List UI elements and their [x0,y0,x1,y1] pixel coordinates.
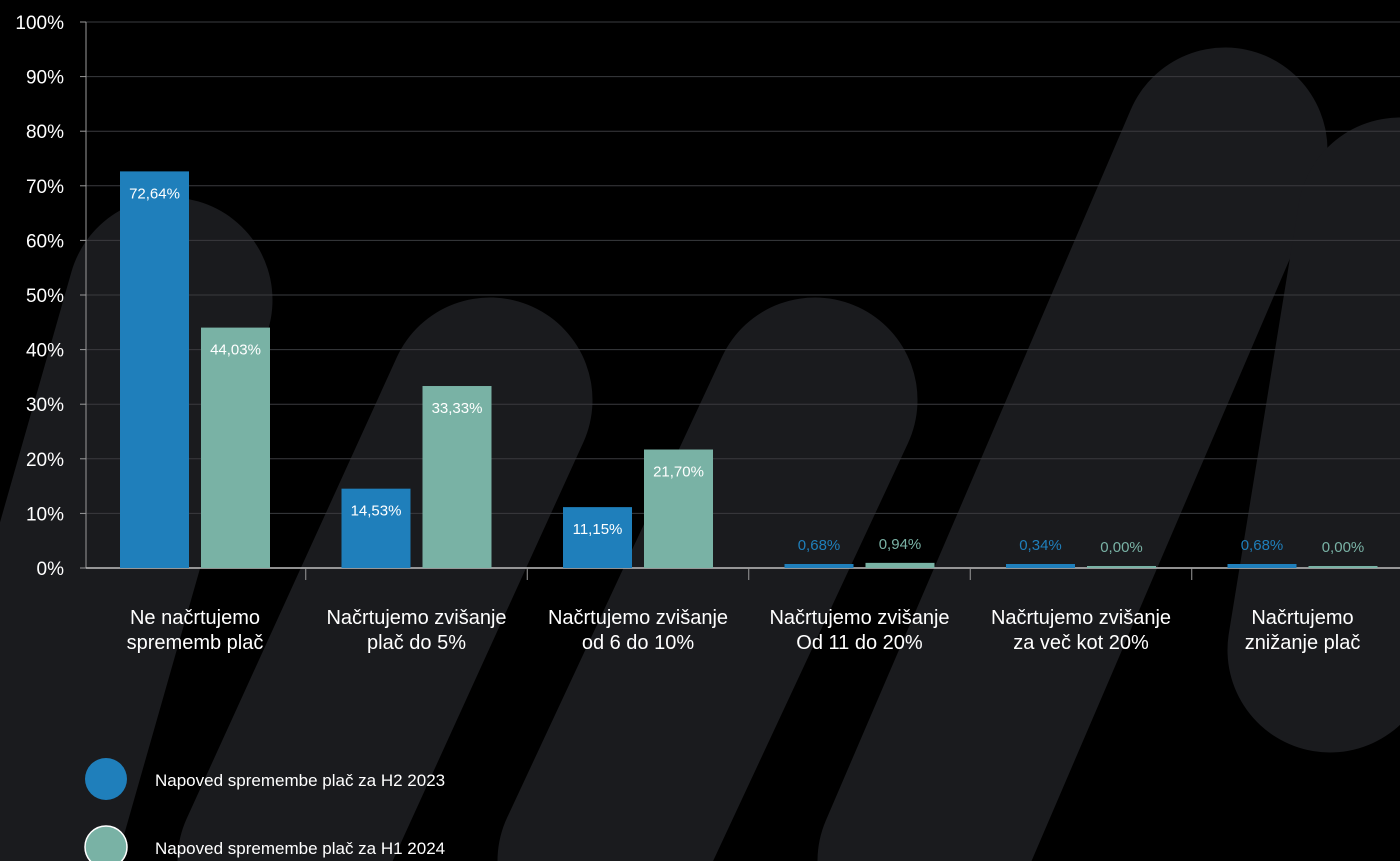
category-label-line: od 6 do 10% [582,632,695,654]
category-label: Ne načrtujemo sprememb plač [127,607,264,654]
data-label: 0,00% [1100,539,1143,556]
category-label-line: Načrtujemo zvišanje [991,607,1171,629]
bar [644,449,713,568]
y-tick-label: 50% [26,286,64,307]
data-label: 44,03% [210,342,261,359]
category-label-line: Načrtujemo [1251,607,1353,629]
data-label: 33,33% [432,400,483,417]
decor-stroke [497,297,918,861]
y-tick-label: 90% [26,68,64,89]
category-label: Načrtujemo zvišanje za več kot 20% [991,607,1171,654]
legend: Napoved spremembe plač za H2 2023 Napoved… [84,758,445,861]
y-tick-label: 0% [37,559,65,580]
bar [784,564,854,568]
category-label-line: sprememb plač [127,632,264,654]
bar [865,562,935,568]
data-label: 0,94% [879,536,922,553]
category-label-line: Načrtujemo zvišanje [769,607,949,629]
data-label: 0,34% [1019,537,1062,554]
decor-stroke [1227,117,1400,753]
bar [563,507,632,568]
category-label: Načrtujemo zvišanje Od 11 do 20% [769,607,949,654]
y-tick-label: 10% [26,504,64,525]
bar [341,488,411,568]
decor-stroke [817,47,1328,861]
bar [120,171,189,568]
category-label-line: plač do 5% [367,632,466,654]
bars [120,171,1378,568]
bar [1308,566,1378,568]
data-labels: 72,64% 44,03% 14,53% 33,33% 11,15% 21,70% 0,68… [129,185,1364,556]
y-axis: 0% 10% 20% 30% 40% 50% 60% 70% 80% 90% 100% [15,13,1400,580]
y-tick-label: 40% [26,341,64,362]
y-tick-label: 20% [26,450,64,471]
bar [1087,566,1156,568]
category-label-line: Od 11 do 20% [796,632,923,654]
legend-swatch [85,758,127,800]
bar [422,386,492,568]
category-label: Načrtujemo zvišanje plač do 5% [326,607,506,654]
category-label: Načrtujemo znižanje plač [1245,607,1361,654]
y-tick-label: 100% [15,13,64,34]
legend-swatch [84,825,128,861]
category-label: Načrtujemo zvišanje od 6 do 10% [548,607,728,654]
y-tick-label: 80% [26,122,64,143]
category-label-line: Ne načrtujemo [130,607,260,629]
bar [1006,564,1075,568]
category-label-line: za več kot 20% [1013,632,1149,654]
y-tick-label: 60% [26,231,64,252]
data-label: 0,68% [1241,537,1284,554]
x-axis: Ne načrtujemo sprememb plač Načrtujemo zvi… [127,568,1361,654]
legend-label: Napoved spremembe plač za H1 2024 [155,839,445,858]
data-label: 11,15% [573,521,623,538]
data-label: 21,70% [653,464,704,481]
data-label: 0,68% [798,537,841,554]
category-label-line: Načrtujemo zvišanje [326,607,506,629]
legend-label: Napoved spremembe plač za H2 2023 [155,771,445,790]
category-label-line: Načrtujemo zvišanje [548,607,728,629]
y-tick-label: 30% [26,395,64,416]
category-label-line: znižanje plač [1245,632,1361,654]
bar [1227,564,1297,568]
data-label: 72,64% [129,185,180,202]
y-tick-label: 70% [26,177,64,198]
data-label: 14,53% [351,503,402,520]
bar [201,327,270,568]
data-label: 0,00% [1322,539,1365,556]
gridlines [86,21,1400,514]
